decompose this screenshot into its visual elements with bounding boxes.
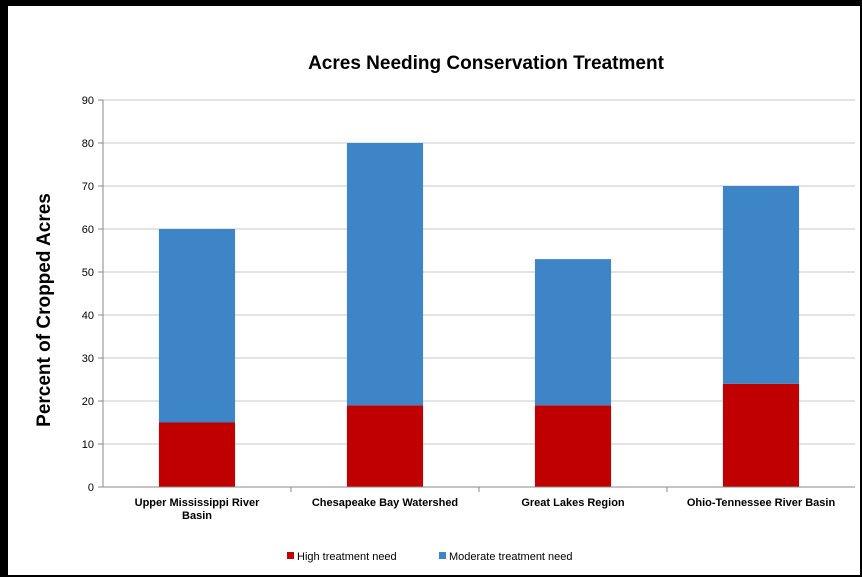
- y-tick-label: 30: [82, 353, 94, 365]
- bar-moderate-treatment-need-3: [722, 186, 800, 384]
- legend-label: Moderate treatment need: [449, 551, 573, 563]
- axes: [98, 99, 855, 492]
- bar-high-treatment-need-1: [346, 405, 424, 487]
- y-tick-label: 10: [82, 439, 94, 451]
- legend-swatch: [439, 552, 446, 559]
- bar-moderate-treatment-need-0: [158, 229, 236, 423]
- legend-label: High treatment need: [297, 551, 397, 563]
- x-category-label: Ohio-Tennessee River Basin: [687, 497, 836, 509]
- y-tick-label: 60: [82, 224, 94, 236]
- y-tick-label: 50: [82, 267, 94, 279]
- y-tick-label: 40: [82, 310, 94, 322]
- x-category-label: Basin: [182, 510, 212, 522]
- bar-high-treatment-need-0: [158, 422, 236, 487]
- bar-high-treatment-need-2: [534, 405, 612, 487]
- bars: [158, 143, 800, 487]
- y-tick-label: 70: [82, 181, 94, 193]
- bar-moderate-treatment-need-1: [346, 143, 424, 406]
- legend: High treatment need Moderate treatment ne…: [287, 551, 573, 563]
- y-tick-label: 0: [88, 482, 94, 494]
- x-category-label: Great Lakes Region: [521, 497, 625, 509]
- y-tick-label: 20: [82, 396, 94, 408]
- x-category-label: Chesapeake Bay Watershed: [312, 497, 458, 509]
- bar-high-treatment-need-3: [722, 383, 800, 487]
- y-tick-label: 80: [82, 138, 94, 150]
- y-axis-label: Percent of Cropped Acres: [34, 193, 55, 427]
- chart-title: Acres Needing Conservation Treatment: [308, 53, 664, 74]
- legend-swatch: [287, 552, 294, 559]
- y-tick-label: 90: [82, 95, 94, 107]
- y-tick-labels: 0 10 20 30 40 50 60 70 80 90: [82, 95, 94, 494]
- x-category-label: Upper Mississippi River: [135, 497, 260, 509]
- bar-moderate-treatment-need-2: [534, 259, 612, 406]
